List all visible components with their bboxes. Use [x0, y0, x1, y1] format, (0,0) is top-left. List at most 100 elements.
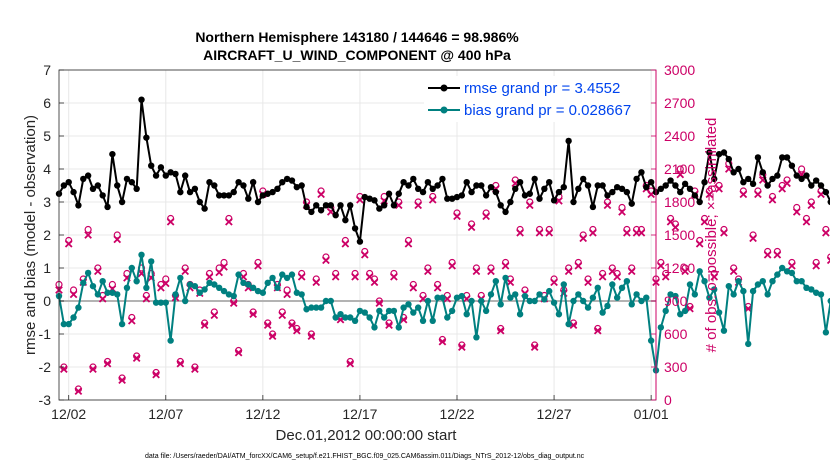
rmse-point [308, 208, 315, 216]
bias-point [521, 292, 529, 300]
y2-tick-label: 1800 [664, 194, 695, 210]
bias-point [283, 274, 291, 282]
bias-point [749, 287, 757, 295]
obs-possible-point [676, 165, 684, 173]
y-tick-label: -2 [39, 359, 52, 375]
rmse-point [254, 198, 262, 206]
bias-point [274, 284, 281, 291]
obs-assimilated-point [482, 212, 490, 221]
rmse-point [686, 185, 694, 192]
bias-point [473, 334, 480, 341]
obs-assimilated-point [467, 223, 476, 232]
bias-point [371, 324, 378, 331]
rmse-point [138, 96, 145, 103]
bias-point [502, 274, 509, 282]
bias-point [448, 307, 456, 315]
bias-point [516, 311, 524, 318]
rmse-point [148, 162, 155, 169]
y2-tick-label: 300 [664, 359, 688, 375]
obs-assimilated-point [229, 299, 238, 308]
bias-point [298, 291, 305, 298]
rmse-point [531, 175, 538, 183]
rmse-point [463, 179, 470, 186]
rmse-point [181, 172, 189, 179]
bias-point [65, 320, 72, 328]
bias-point [405, 301, 412, 308]
bias-point [686, 281, 694, 288]
rmse-point [827, 198, 830, 206]
obs-assimilated-point [695, 239, 704, 248]
bias-point [487, 291, 495, 298]
rmse-point [371, 197, 378, 204]
x-tick-label: 12/17 [342, 406, 377, 422]
rmse-point [60, 182, 68, 189]
y2-tick-label: 1200 [664, 260, 695, 276]
bias-point [104, 289, 111, 296]
rmse-point [613, 183, 621, 191]
bias-point [162, 299, 169, 306]
obs-assimilated-point [74, 387, 83, 396]
bias-point [143, 284, 150, 291]
bias-point [497, 301, 504, 308]
obs-possible-point [69, 286, 78, 294]
bias-point [667, 291, 674, 298]
rmse-point [662, 182, 669, 189]
y2-tick-label: 1500 [664, 227, 695, 243]
rmse-point [288, 177, 296, 184]
obs-assimilated-point [749, 234, 757, 243]
bias-point [410, 309, 417, 316]
obs-assimilated-point [812, 261, 821, 270]
bias-point [584, 304, 592, 311]
obs-assimilated-point [370, 278, 379, 287]
rmse-point [711, 175, 718, 183]
obs-assimilated-point [181, 267, 190, 276]
rmse-point [245, 195, 252, 202]
rmse-series [55, 96, 830, 245]
rmse-point [482, 192, 490, 199]
rmse-point [502, 208, 509, 216]
bias-point [701, 278, 708, 285]
bias-point [128, 264, 136, 272]
obs-assimilated-point [89, 365, 97, 374]
obs-assimilated-point [98, 294, 107, 303]
rmse-point [172, 170, 179, 178]
obs-assimilated-point [69, 290, 78, 299]
obs-assimilated-point [210, 311, 219, 320]
bias-point [531, 297, 538, 305]
y-tick-label: 4 [43, 161, 51, 177]
bias-point [264, 279, 271, 287]
bias-point [177, 274, 184, 282]
rmse-point [167, 169, 174, 176]
bias-point [579, 297, 587, 305]
bias-point [575, 291, 582, 298]
obs-assimilated-point [132, 354, 141, 363]
obs-assimilated-point [535, 228, 544, 237]
y2-tick-label: 0 [664, 392, 672, 408]
bias-point [453, 294, 461, 301]
bias-point [730, 291, 737, 298]
rmse-point [720, 149, 728, 156]
rmse-point [691, 192, 699, 199]
obs-assimilated-point [249, 310, 257, 319]
rmse-point [128, 179, 136, 186]
obs-assimilated-point [710, 272, 719, 281]
bias-point [424, 297, 432, 305]
rmse-point [133, 185, 140, 192]
bias-point [80, 279, 87, 287]
bias-point [546, 287, 553, 295]
bias-point [808, 286, 815, 293]
obs-assimilated-point [705, 190, 714, 199]
rmse-point [730, 169, 737, 176]
obs-assimilated-point [142, 294, 151, 303]
y-tick-label: -1 [39, 326, 52, 342]
rmse-point [332, 212, 339, 219]
bias-point [672, 292, 679, 300]
bias-point [788, 269, 796, 277]
bias-point [633, 291, 640, 298]
x-axis: 12/02 12/07 12/12 12/17 12/22 12/27 01/01 [51, 395, 669, 422]
bias-point [114, 291, 121, 298]
rmse-point [701, 179, 708, 186]
bias-point [526, 297, 534, 305]
bias-point [512, 291, 519, 298]
bias-point [249, 284, 257, 291]
